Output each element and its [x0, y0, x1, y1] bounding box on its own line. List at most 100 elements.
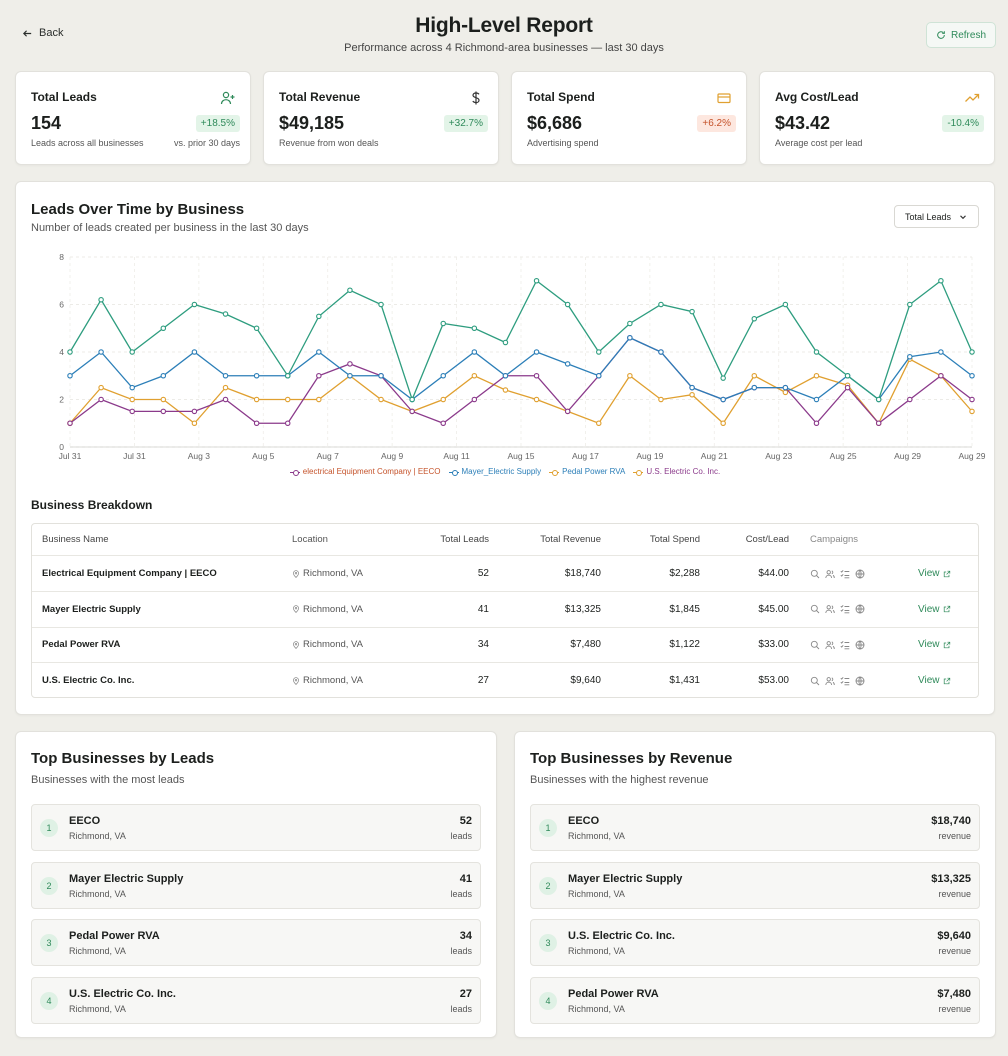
column-header: Total Revenue: [540, 534, 601, 545]
list-item[interactable]: 4 U.S. Electric Co. Inc. Richmond, VA 27 lea…: [31, 976, 481, 1024]
search-icon[interactable]: [810, 604, 820, 614]
x-tick-label: Aug 15: [508, 451, 535, 461]
metric-dropdown[interactable]: Total Leads: [894, 205, 979, 228]
data-point: [98, 396, 104, 403]
list-item[interactable]: 2 Mayer Electric Supply Richmond, VA $13,32…: [530, 861, 980, 909]
list-item[interactable]: 4 Pedal Power RVA Richmond, VA $7,480 revenu…: [530, 976, 980, 1024]
list-item[interactable]: 3 U.S. Electric Co. Inc. Richmond, VA $9,64…: [530, 919, 980, 966]
card-subtitle: Businesses with the most leads: [31, 774, 185, 786]
legend-label: Mayer_Electric Supply: [461, 467, 542, 476]
globe-icon[interactable]: [855, 640, 865, 650]
search-icon[interactable]: [810, 569, 820, 579]
search-icon[interactable]: [810, 676, 820, 686]
dollar-icon: [472, 91, 480, 105]
revenue-cell: $9,640: [570, 675, 601, 686]
data-point: [875, 396, 882, 403]
list-item[interactable]: 1 EECO Richmond, VA 52 leads: [31, 804, 481, 851]
users-icon[interactable]: [825, 569, 835, 579]
business-location: Richmond, VA: [69, 888, 126, 899]
cost-per-lead-cell: $53.00: [758, 675, 789, 686]
data-point: [222, 384, 229, 391]
list-check-icon[interactable]: [840, 640, 850, 650]
data-point: [969, 373, 975, 379]
credit-card-icon: [717, 93, 731, 104]
metric-value: 27: [459, 987, 472, 1000]
refresh-button[interactable]: Refresh: [926, 22, 996, 48]
data-point: [440, 320, 446, 327]
metric-unit: revenue: [938, 888, 971, 899]
view-label: View: [918, 639, 940, 650]
users-icon[interactable]: [825, 604, 835, 614]
spend-cell: $1,845: [669, 603, 700, 615]
kpi-label: Total Spend: [527, 90, 595, 104]
data-point: [533, 373, 540, 379]
metric-unit: revenue: [938, 831, 971, 841]
legend-item[interactable]: Mayer_Electric Supply: [448, 467, 542, 476]
users-icon[interactable]: [825, 640, 835, 650]
view-link[interactable]: View: [918, 556, 968, 591]
legend-item[interactable]: Pedal Power RVA: [549, 467, 625, 476]
metric-value: $7,480: [937, 987, 971, 1000]
rank-badge: 2: [40, 876, 58, 895]
view-link[interactable]: View: [918, 627, 968, 662]
kpi-label: Total Leads: [31, 90, 97, 104]
search-icon[interactable]: [810, 640, 820, 650]
legend-item[interactable]: U.S. Electric Co. Inc.: [633, 467, 720, 476]
data-point: [440, 396, 446, 403]
list-item[interactable]: 2 Mayer Electric Supply Richmond, VA 41 lead…: [31, 861, 481, 909]
view-link[interactable]: View: [918, 663, 968, 698]
metric-unit: leads: [450, 888, 472, 899]
list-check-icon[interactable]: [840, 569, 850, 579]
data-point: [658, 301, 664, 308]
data-point: [284, 420, 291, 427]
data-point: [409, 408, 415, 415]
list-item[interactable]: 3 Pedal Power RVA Richmond, VA 34 leads: [31, 919, 481, 966]
list-item[interactable]: 1 EECO Richmond, VA $18,740 revenue: [530, 804, 980, 851]
y-tick-label: 2: [59, 395, 64, 405]
data-point: [875, 420, 882, 427]
metric-unit: revenue: [938, 1003, 971, 1014]
data-point: [689, 392, 695, 398]
view-link[interactable]: View: [918, 592, 968, 627]
globe-icon[interactable]: [855, 604, 865, 614]
table-row: U.S. Electric Co. Inc. Richmond, VA 27 $9,6…: [32, 663, 978, 698]
users-icon[interactable]: [825, 676, 835, 686]
chart-title: Leads Over Time by Business: [31, 201, 245, 218]
data-point: [253, 420, 260, 427]
data-point: [378, 396, 384, 403]
kpi-value: $43.42: [775, 113, 831, 133]
business-name: Mayer Electric Supply: [568, 872, 683, 885]
business-name: U.S. Electric Co. Inc.: [69, 987, 176, 1000]
business-name: EECO: [69, 815, 101, 827]
data-point: [67, 420, 73, 427]
page-title: High-Level Report: [415, 14, 593, 37]
data-point: [813, 420, 820, 427]
globe-icon[interactable]: [855, 676, 865, 686]
data-point: [284, 396, 291, 403]
data-point: [191, 420, 198, 427]
legend-item[interactable]: electrical Equipment Company | EECO: [289, 467, 441, 476]
data-point: [813, 373, 820, 379]
list-check-icon[interactable]: [840, 676, 850, 686]
leads-line-chart: 0 2 4 6 8 Jul 31 Jul 31 Aug 3 Aug 5 Aug 7 Aug 9 Aug…: [59, 252, 986, 461]
data-point: [409, 396, 415, 403]
back-button[interactable]: Back: [22, 27, 63, 39]
list-check-icon[interactable]: [840, 604, 850, 614]
globe-icon[interactable]: [855, 569, 865, 579]
location-cell: Richmond, VA: [292, 663, 412, 698]
series-line: [69, 358, 973, 425]
data-point: [129, 408, 135, 415]
data-point: [844, 373, 851, 379]
rank-badge: 3: [539, 934, 557, 952]
data-point: [98, 349, 104, 355]
business-name: Mayer Electric Supply: [69, 872, 184, 885]
data-point: [347, 361, 353, 367]
data-point: [596, 373, 602, 379]
business-location: Richmond, VA: [69, 1003, 126, 1014]
kpi-change-badge: +6.2%: [697, 115, 736, 132]
trending-up-icon: [965, 93, 980, 102]
location-cell: Richmond, VA: [292, 592, 412, 627]
data-point: [596, 349, 602, 355]
top-bar: Back High-Level Report Performance acros…: [0, 0, 1008, 66]
kpi-change-badge: +32.7%: [443, 115, 488, 132]
